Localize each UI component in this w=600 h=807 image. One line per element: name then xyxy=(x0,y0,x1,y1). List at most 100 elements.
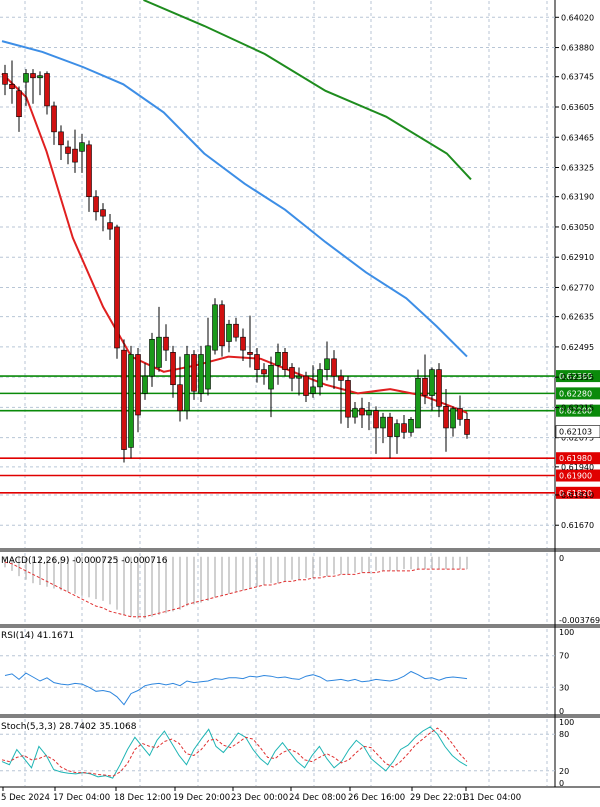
candle-bullish[interactable] xyxy=(142,375,148,394)
candle-bearish[interactable] xyxy=(387,416,393,437)
candle-bearish[interactable] xyxy=(100,209,106,217)
candlesticks[interactable] xyxy=(2,60,470,463)
candle-bullish[interactable] xyxy=(324,358,330,370)
candle-bullish[interactable] xyxy=(149,339,155,377)
candle-bearish[interactable] xyxy=(331,358,337,377)
rsi-panel[interactable]: 100 70 30 0 xyxy=(0,628,574,716)
candle-bearish[interactable] xyxy=(345,380,351,418)
rsi-line xyxy=(4,670,468,706)
rsi-tick-label: 30 xyxy=(559,683,569,692)
candle-bullish[interactable] xyxy=(380,416,386,429)
stoch-label: Stoch(5,3,3) 28.7402 35.1068 xyxy=(1,722,137,732)
candle-bullish[interactable] xyxy=(408,419,414,433)
time-label: 17 Dec 04:00 xyxy=(53,793,110,803)
horizontal-levels[interactable]: 0.62360 0.62280 0.62200 0.61980 0.61900 0.618… xyxy=(0,370,600,499)
price-tick-label: 0.63465 xyxy=(561,133,594,142)
candle-bearish[interactable] xyxy=(240,336,246,351)
price-tick-label: 0.63745 xyxy=(561,73,594,82)
stoch-panel[interactable]: 100 80 20 0 xyxy=(0,718,574,788)
candle-bullish[interactable] xyxy=(310,386,316,394)
candle-bearish[interactable] xyxy=(436,369,442,407)
candle-bearish[interactable] xyxy=(2,73,8,85)
price-tick-label: 0.63325 xyxy=(561,164,594,173)
price-tick-label: 0.62495 xyxy=(561,343,594,352)
rsi-label: RSI(14) 41.1671 xyxy=(1,631,74,641)
candle-bearish[interactable] xyxy=(282,352,288,370)
candle-bullish[interactable] xyxy=(37,75,43,79)
candle-bearish[interactable] xyxy=(9,83,15,89)
candle-bullish[interactable] xyxy=(156,336,162,368)
moving-average-line xyxy=(1,72,468,414)
candle-bearish[interactable] xyxy=(233,323,239,338)
time-label: 18 Dec 12:00 xyxy=(114,793,171,803)
candle-bearish[interactable] xyxy=(44,73,50,107)
stoch-tick-label: 80 xyxy=(559,730,569,739)
candle-bearish[interactable] xyxy=(86,144,92,197)
candle-bearish[interactable] xyxy=(191,354,197,392)
candle-bearish[interactable] xyxy=(464,419,470,435)
candle-bullish[interactable] xyxy=(79,142,85,152)
price-tick-label: 0.62770 xyxy=(561,283,594,292)
candle-bullish[interactable] xyxy=(205,345,211,390)
candle-bearish[interactable] xyxy=(219,304,225,347)
candle-bearish[interactable] xyxy=(177,384,183,411)
candle-bearish[interactable] xyxy=(170,352,176,386)
candle-bullish[interactable] xyxy=(394,423,400,437)
candle-bullish[interactable] xyxy=(226,323,232,342)
candle-bearish[interactable] xyxy=(107,222,113,230)
candle-bullish[interactable] xyxy=(184,354,190,411)
candle-bearish[interactable] xyxy=(135,354,141,416)
candle-bearish[interactable] xyxy=(114,226,120,349)
candle-bearish[interactable] xyxy=(51,105,57,133)
candle-bullish[interactable] xyxy=(198,354,204,394)
candle-bearish[interactable] xyxy=(359,408,365,416)
candle-bullish[interactable] xyxy=(450,408,456,429)
candle-bullish[interactable] xyxy=(317,369,323,388)
candle-bearish[interactable] xyxy=(422,377,428,396)
time-label: 29 Dec 22:01 xyxy=(410,793,467,803)
time-label: 19 Dec 20:00 xyxy=(173,793,230,803)
level-label: 0.62200 xyxy=(559,407,592,416)
rsi-tick-label: 0 xyxy=(559,707,564,716)
candle-bearish[interactable] xyxy=(373,410,379,429)
candle-bearish[interactable] xyxy=(65,146,71,154)
candle-bullish[interactable] xyxy=(212,304,218,351)
candle-bullish[interactable] xyxy=(415,377,421,429)
candle-bullish[interactable] xyxy=(352,408,358,418)
candle-bearish[interactable] xyxy=(457,408,463,420)
level-tag xyxy=(556,469,600,482)
candle-bearish[interactable] xyxy=(93,196,99,213)
candle-bearish[interactable] xyxy=(254,354,260,370)
candle-bearish[interactable] xyxy=(401,423,407,433)
candle-bearish[interactable] xyxy=(338,375,344,381)
price-tick-label: 0.62910 xyxy=(561,253,594,262)
candle-bearish[interactable] xyxy=(289,367,295,379)
time-axis: 5 Dec 2024 17 Dec 04:00 18 Dec 12:00 19 Dec… xyxy=(1,787,521,803)
macd-panel[interactable]: 0 -0.003769 xyxy=(4,554,600,625)
candle-bullish[interactable] xyxy=(366,410,372,416)
stoch-tick-label: 100 xyxy=(559,718,574,727)
price-tick-label: 0.61670 xyxy=(561,521,594,530)
candle-bearish[interactable] xyxy=(443,406,449,429)
level-tag xyxy=(556,387,600,400)
candle-bearish[interactable] xyxy=(16,90,22,118)
candle-bullish[interactable] xyxy=(296,375,302,379)
price-tick-label: 0.61810 xyxy=(561,491,594,500)
candle-bullish[interactable] xyxy=(23,73,29,83)
current-price-label: 0.62103 xyxy=(559,428,592,437)
candle-bearish[interactable] xyxy=(121,349,127,450)
candle-bearish[interactable] xyxy=(163,336,169,351)
current-price-tag xyxy=(555,425,600,438)
candle-bearish[interactable] xyxy=(247,352,253,355)
candle-bullish[interactable] xyxy=(275,352,281,366)
candle-bearish[interactable] xyxy=(303,375,309,396)
candle-bearish[interactable] xyxy=(30,73,36,79)
candle-bullish[interactable] xyxy=(128,354,134,448)
candle-bullish[interactable] xyxy=(429,369,435,396)
candle-bearish[interactable] xyxy=(72,148,78,163)
candle-bullish[interactable] xyxy=(268,364,274,390)
time-label: 23 Dec 00:00 xyxy=(231,793,288,803)
candle-bearish[interactable] xyxy=(58,131,64,146)
candle-bearish[interactable] xyxy=(261,369,267,375)
